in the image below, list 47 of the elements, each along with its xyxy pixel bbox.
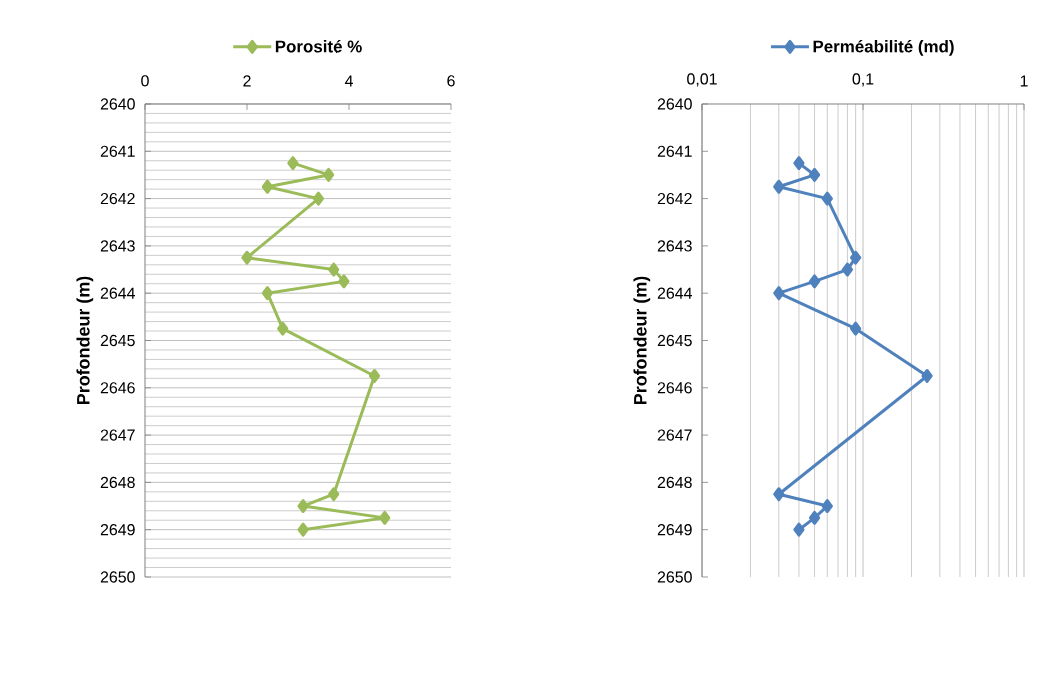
y-tick-label: 2649 xyxy=(657,524,692,536)
y-tick-label: 2642 xyxy=(100,192,135,205)
y-axis-title: Profondeur (m) xyxy=(76,276,94,405)
y-tick-label: 2642 xyxy=(657,192,692,205)
legend-label: Perméabilité (md) xyxy=(813,39,954,56)
legend-label: Porosité % xyxy=(275,39,362,53)
point xyxy=(338,274,350,289)
y-tick-label: 2644 xyxy=(657,287,692,299)
y-tick-label: 2646 xyxy=(657,382,692,394)
x-tick-label: 0,01 xyxy=(687,73,717,87)
y-tick-label: 2650 xyxy=(100,571,135,583)
y-tick-label: 2641 xyxy=(100,145,135,157)
y-tick-label: 2643 xyxy=(657,240,692,252)
y-tick-label: 2641 xyxy=(657,145,692,157)
point xyxy=(277,321,289,336)
y-tick-label: 2643 xyxy=(100,240,135,252)
x-tick-label: 1 xyxy=(1020,75,1028,87)
y-tick-label: 2640 xyxy=(100,98,135,110)
x-tick-label: 0,1 xyxy=(852,73,874,87)
point xyxy=(241,250,253,265)
point xyxy=(322,167,335,182)
y-tick-label: 2647 xyxy=(100,429,135,441)
x-tick-label: 4 xyxy=(344,75,353,87)
y-axis-title: Profondeur (m) xyxy=(633,276,651,405)
point xyxy=(297,522,309,537)
y-tick-label: 2644 xyxy=(100,287,136,299)
point xyxy=(328,487,340,502)
y-tick-label: 2648 xyxy=(657,476,692,489)
point xyxy=(312,191,325,206)
point xyxy=(328,262,340,277)
point xyxy=(287,156,299,171)
y-tick-label: 2648 xyxy=(100,476,135,489)
point xyxy=(379,510,391,525)
x-tick-label: 2 xyxy=(243,75,251,87)
y-tick-label: 2640 xyxy=(657,98,692,110)
point xyxy=(261,179,274,194)
point xyxy=(261,286,274,301)
y-tick-label: 2649 xyxy=(100,524,135,536)
point xyxy=(368,368,381,383)
y-tick-label: 2646 xyxy=(100,382,135,394)
y-tick-label: 2650 xyxy=(657,571,692,583)
x-tick-label: 6 xyxy=(447,75,455,87)
y-tick-label: 2645 xyxy=(100,334,135,347)
point xyxy=(297,499,309,514)
y-tick-label: 2647 xyxy=(657,429,692,441)
y-tick-label: 2645 xyxy=(657,334,692,347)
x-tick-label: 0 xyxy=(141,75,149,87)
